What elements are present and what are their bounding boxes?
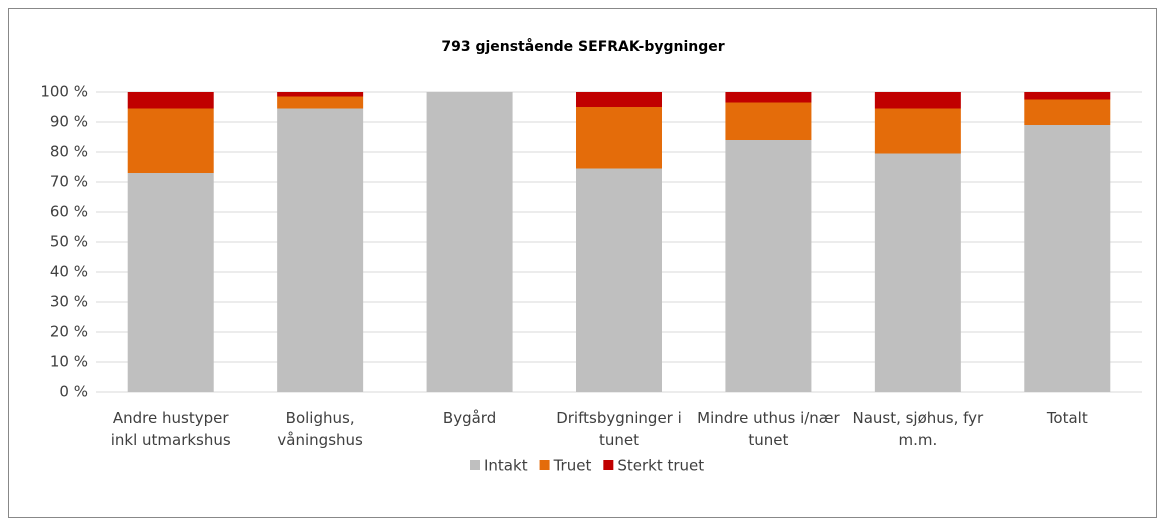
chart-title: 793 gjenstående SEFRAK-bygninger [441, 38, 724, 55]
bar-segment [1024, 92, 1111, 100]
bar-segment [576, 92, 662, 107]
y-tick-label: 80 % [50, 143, 88, 161]
x-tick-label: Bolighus, våningshus [277, 409, 363, 449]
bar-segment [1024, 99, 1111, 125]
bar-segment [576, 107, 662, 169]
bar-segment [426, 92, 513, 392]
legend-label: Sterkt truet [617, 457, 704, 475]
x-tick-label: Andre hustyper inkl utmarkshus [110, 409, 231, 449]
y-tick-label: 10 % [50, 353, 88, 371]
bar-segment [277, 96, 364, 109]
bar-segment [127, 92, 214, 109]
legend-label: Truet [553, 457, 592, 475]
bar-segment [127, 173, 214, 392]
y-tick-label: 50 % [50, 233, 88, 251]
bar-segment [874, 153, 961, 392]
y-tick-label: 60 % [50, 203, 88, 221]
bar-segment [277, 108, 364, 392]
bar-segment [725, 102, 812, 140]
legend-swatch [539, 460, 550, 470]
y-tick-label: 20 % [50, 323, 88, 341]
bar-segment [725, 92, 812, 103]
x-tick-label: Totalt [1046, 409, 1088, 427]
bar-segment [874, 92, 961, 109]
bar-segment [127, 108, 214, 173]
x-tick-label: Bygård [442, 409, 497, 427]
legend-label: Intakt [484, 457, 528, 475]
bar-segment [277, 92, 364, 97]
x-tick-label: Mindre uthus i/nær tunet [697, 409, 840, 449]
bar-segment [576, 168, 662, 392]
bar-segment [874, 108, 961, 154]
y-tick-label: 40 % [50, 263, 88, 281]
legend-swatch [603, 460, 614, 470]
bar-segment [725, 140, 812, 392]
y-tick-label: 0 % [59, 383, 88, 401]
y-tick-label: 90 % [50, 113, 88, 131]
x-tick-label: Driftsbygninger i tunet [556, 409, 682, 449]
x-tick-label: Naust, sjøhus, fyr m.m. [852, 409, 984, 449]
legend-swatch [470, 460, 480, 470]
bar-segment [1024, 125, 1111, 392]
y-tick-label: 100 % [40, 83, 88, 101]
y-tick-label: 30 % [50, 293, 88, 311]
y-tick-label: 70 % [50, 173, 88, 191]
